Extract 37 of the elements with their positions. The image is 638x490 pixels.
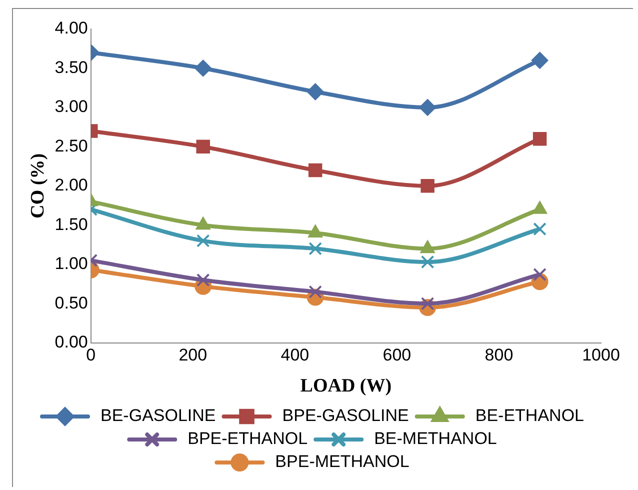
y-tick-label: 0.00 (54, 332, 88, 352)
x-tick-label: 0 (86, 346, 96, 365)
legend-label: BE-METHANOL (374, 429, 497, 448)
x-tick-label: 800 (484, 346, 514, 365)
y-tick-label: 1.50 (54, 214, 88, 234)
point (308, 163, 322, 178)
legend-label: BPE-GASOLINE (282, 406, 409, 426)
legend-label: BPE-METHANOL (275, 452, 410, 472)
point (196, 234, 210, 248)
x-tick-label: 200 (178, 346, 208, 365)
point (196, 140, 210, 154)
y-tick-label: 2.50 (54, 136, 88, 156)
point (420, 296, 434, 310)
point (533, 222, 546, 236)
point (194, 60, 212, 77)
point (531, 52, 548, 69)
y-tick-label: 0.50 (54, 293, 88, 312)
x-tick-label: 600 (382, 346, 412, 365)
y-tick-label: 3.00 (54, 97, 88, 116)
point (420, 255, 434, 269)
point (308, 242, 322, 256)
y-tick-label: 2.00 (54, 176, 88, 195)
y-axis-title: CO (%) (27, 153, 48, 218)
point (306, 83, 324, 100)
legend-label: BE-ETHANOL (475, 406, 584, 426)
y-tick-label: 3.50 (54, 58, 88, 77)
y-tick-label: 1.00 (54, 254, 88, 274)
point (420, 179, 434, 193)
x-tick-label: 1000 (582, 346, 620, 365)
y-tick-label: 4.00 (54, 18, 88, 38)
legend-label: BPE-ETHANOL (188, 429, 308, 448)
point (532, 132, 547, 146)
point (419, 98, 436, 116)
legend-label: BE-GASOLINE (100, 406, 216, 426)
point (533, 268, 546, 282)
x-axis-title: LOAD (W) (300, 376, 392, 397)
x-tick-label: 400 (280, 346, 310, 365)
